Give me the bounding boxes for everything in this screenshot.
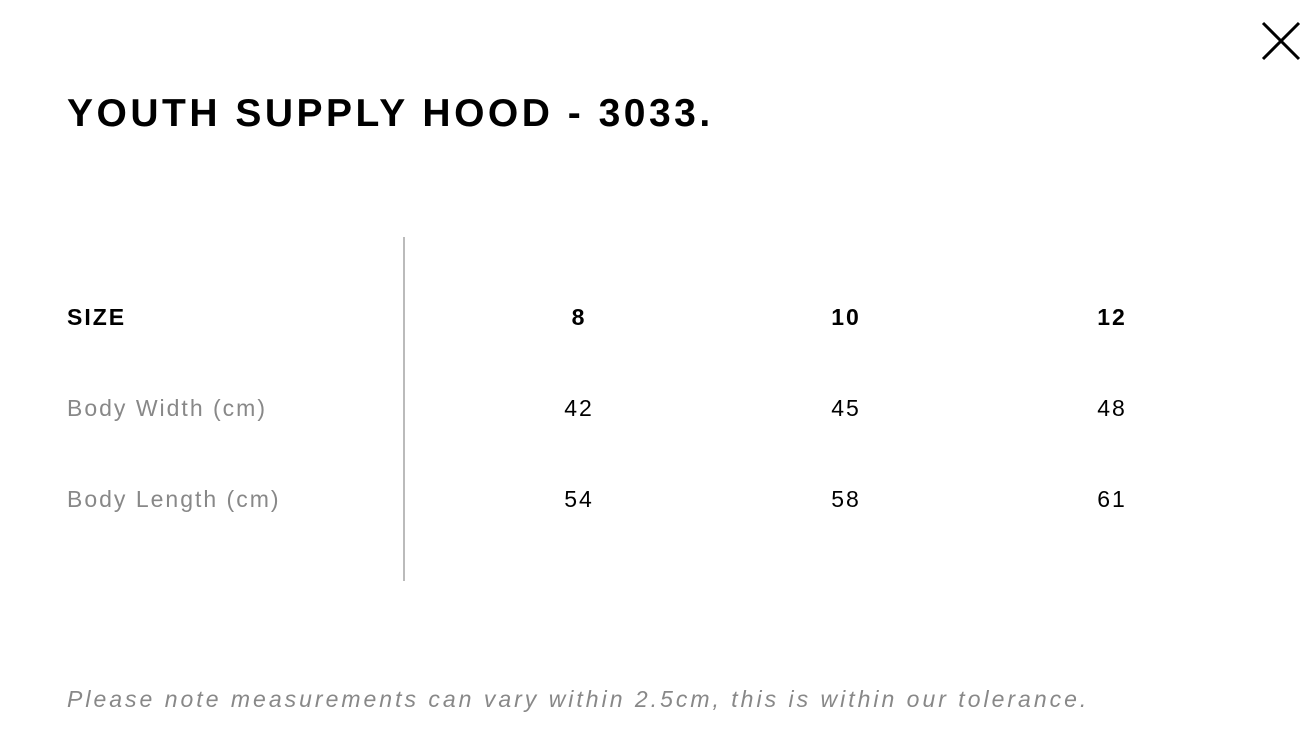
cell: 58 (831, 486, 861, 512)
close-icon (1261, 21, 1301, 61)
size-10: 10 (831, 304, 861, 330)
row-label: Body Length (cm) (67, 486, 281, 512)
size-label: SIZE (67, 304, 127, 330)
table-divider (403, 237, 405, 581)
row-label: Body Width (cm) (67, 395, 267, 421)
size-12: 12 (1097, 304, 1127, 330)
page-title: YOUTH SUPPLY HOOD - 3033. (67, 92, 714, 135)
close-button[interactable] (1260, 20, 1302, 62)
cell: 61 (1097, 486, 1127, 512)
cell: 48 (1097, 395, 1127, 421)
cell: 54 (564, 486, 594, 512)
size-8: 8 (571, 304, 587, 330)
tolerance-note: Please note measurements can vary within… (67, 686, 1090, 712)
cell: 45 (831, 395, 861, 421)
cell: 42 (564, 395, 594, 421)
